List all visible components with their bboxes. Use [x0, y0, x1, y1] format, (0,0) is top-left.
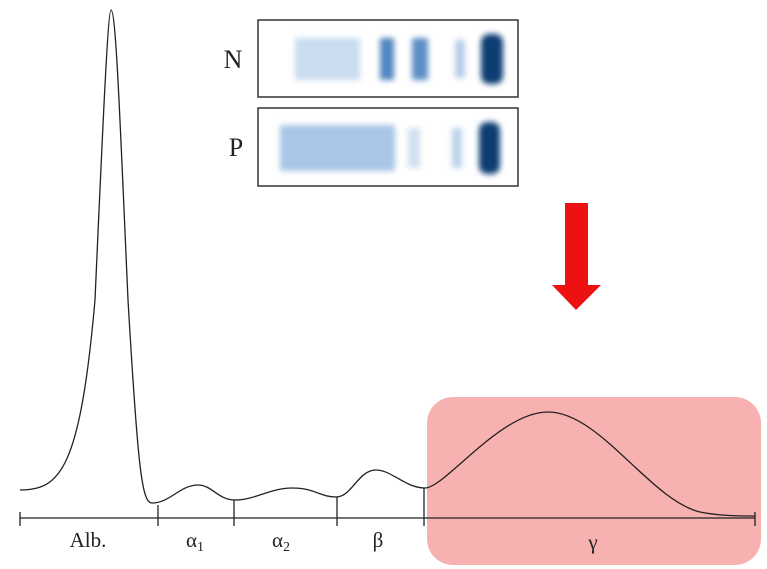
- lane-label: N: [224, 45, 243, 74]
- fraction-subscript: 2: [283, 540, 290, 555]
- fraction-label: γ: [587, 530, 597, 554]
- fraction-symbol: α: [272, 528, 283, 552]
- arrow: [552, 203, 601, 310]
- gel-lane-p: [258, 108, 518, 186]
- fraction-label: β: [373, 528, 384, 552]
- fraction-label: Alb.: [70, 528, 107, 552]
- fraction-label: α2: [272, 528, 290, 555]
- fraction-subscript: 1: [197, 540, 204, 555]
- electrophoresis-diagram: N P Alb. α1 α2 β γ: [0, 0, 767, 569]
- fraction-label: α1: [186, 528, 204, 555]
- gel-lane-n: [258, 20, 518, 97]
- fraction-symbol: α: [186, 528, 197, 552]
- lane-label: P: [229, 133, 243, 162]
